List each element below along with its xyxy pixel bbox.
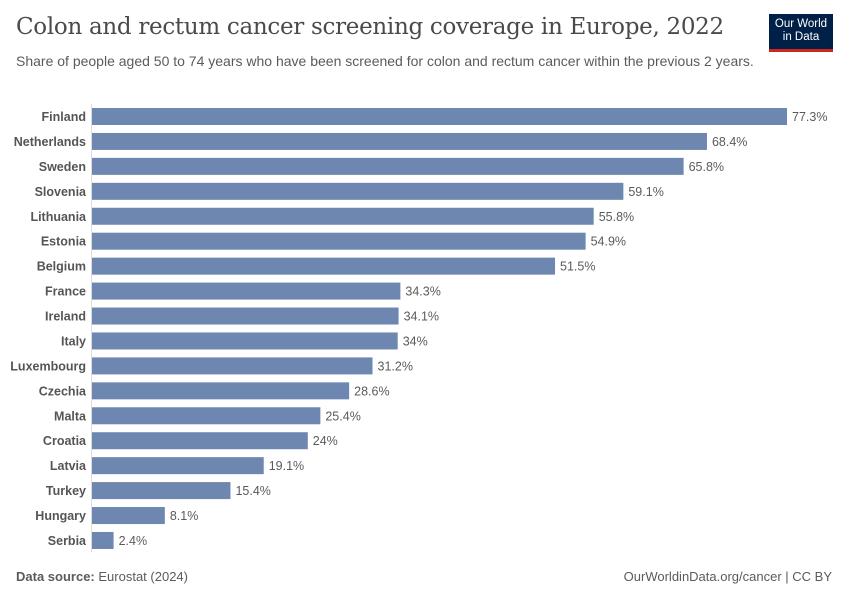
value-label: 34.3% [405,285,440,299]
bar[interactable] [92,257,556,275]
category-label: Estonia [41,235,87,249]
bar[interactable] [92,432,308,450]
bar[interactable] [92,207,594,225]
value-label: 55.8% [599,210,634,224]
bar[interactable] [92,482,231,500]
category-label: Turkey [46,484,86,498]
category-label: Slovenia [35,185,87,199]
bar[interactable] [92,182,624,200]
value-label: 8.1% [170,509,199,523]
category-label: Netherlands [14,135,86,149]
owid-logo[interactable]: Our World in Data [769,14,833,52]
chart-title: Colon and rectum cancer screening covera… [16,14,724,40]
category-label: Lithuania [30,210,87,224]
chart-subtitle: Share of people aged 50 to 74 years who … [16,53,754,69]
value-label: 24% [313,434,338,448]
value-label: 34% [403,334,428,348]
data-source: Data source: Eurostat (2024) [16,569,188,584]
bar[interactable] [92,407,321,425]
value-label: 77.3% [792,110,827,124]
value-label: 54.9% [591,235,626,249]
value-label: 34.1% [404,310,439,324]
category-label: Czechia [39,384,87,398]
bar[interactable] [92,357,373,375]
value-label: 19.1% [269,459,304,473]
bar[interactable] [92,332,398,350]
value-label: 2.4% [119,534,148,548]
category-label: Luxembourg [10,359,86,373]
bar-chart: Finland 77.3% Netherlands 68.4% Sweden 65.8% S… [10,104,827,552]
source-value[interactable]: Eurostat (2024) [98,569,188,584]
category-label: Sweden [39,160,86,174]
value-label: 59.1% [628,185,663,199]
value-label: 68.4% [712,135,747,149]
bar[interactable] [92,507,165,525]
bar[interactable] [92,157,684,175]
category-label: Croatia [43,434,87,448]
footer-url[interactable]: OurWorldinData.org/cancer | CC BY [623,569,832,584]
value-label: 65.8% [689,160,724,174]
category-label: Hungary [35,509,86,523]
value-label: 31.2% [378,359,413,373]
value-label: 28.6% [354,384,389,398]
category-label: Belgium [37,260,86,274]
bar[interactable] [92,132,707,150]
category-label: Ireland [45,310,86,324]
value-label: 15.4% [235,484,270,498]
source-label: Data source: [16,569,95,584]
bar[interactable] [92,108,787,125]
bar[interactable] [92,382,350,400]
logo-line2: in Data [782,31,820,43]
category-label: Latvia [50,459,87,473]
category-label: Finland [42,110,86,124]
bar[interactable] [92,232,586,250]
value-label: 25.4% [325,409,360,423]
category-label: Serbia [48,534,87,548]
bar[interactable] [92,457,264,475]
bar[interactable] [92,307,399,325]
value-label: 51.5% [560,260,595,274]
category-label: Italy [61,334,86,348]
category-label: Malta [54,409,87,423]
bar[interactable] [92,282,401,300]
bar[interactable] [92,531,114,549]
logo-line1: Our World [774,18,828,30]
category-label: France [45,285,86,299]
